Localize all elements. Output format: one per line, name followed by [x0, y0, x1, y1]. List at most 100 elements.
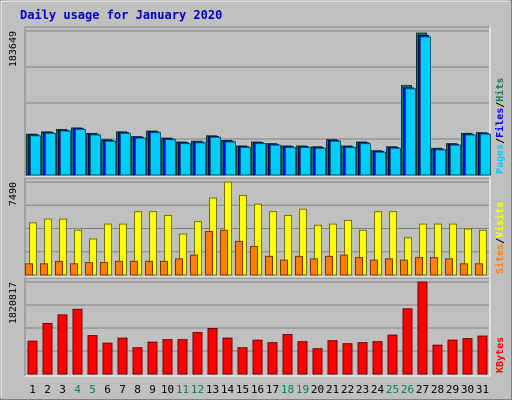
bar-sites-day-16 [250, 245, 258, 276]
legend-separator: / [495, 138, 506, 144]
bar-kbytes-day-26 [402, 308, 413, 375]
bar-sites-day-19 [295, 255, 303, 276]
bar-pages-day-27 [420, 36, 431, 176]
bar-sites-day-23 [355, 257, 363, 276]
bar-sites-day-21 [325, 255, 333, 276]
bar-pages-day-14 [225, 141, 236, 176]
bar-kbytes-day-9 [147, 341, 158, 375]
bar-pages-day-5 [90, 134, 101, 176]
day-label-20: 20 [311, 383, 324, 396]
bar-pages-day-24 [375, 151, 386, 176]
day-label-9: 9 [149, 383, 156, 396]
bar-pages-day-15 [240, 147, 251, 176]
day-label-30: 30 [461, 383, 474, 396]
bar-kbytes-day-5 [87, 335, 98, 375]
bar-pages-day-17 [270, 144, 281, 176]
day-label-27: 27 [416, 383, 429, 396]
bar-sites-day-5 [85, 262, 93, 276]
bar-pages-day-9 [150, 132, 161, 176]
y-max-label: 1820817 [8, 282, 19, 324]
legend-hits: Hits [494, 78, 506, 102]
bar-sites-day-3 [55, 260, 63, 276]
bar-kbytes-day-30 [462, 338, 473, 375]
bar-pages-day-25 [390, 147, 401, 176]
bar-kbytes-day-2 [42, 322, 53, 375]
day-label-6: 6 [104, 383, 111, 396]
series-legend: Sites/Visits [494, 202, 506, 274]
bar-kbytes-day-28 [432, 344, 443, 375]
bar-sites-day-6 [100, 262, 108, 276]
day-label-24: 24 [371, 383, 385, 396]
legend-visits: Visits [494, 202, 506, 238]
day-label-23: 23 [356, 383, 369, 396]
day-label-29: 29 [446, 383, 459, 396]
bar-kbytes-day-11 [177, 339, 188, 375]
bar-pages-day-13 [210, 136, 221, 176]
day-label-17: 17 [266, 383, 279, 396]
bar-sites-day-1 [25, 263, 33, 276]
bar-kbytes-day-14 [222, 337, 233, 375]
bar-sites-day-14 [220, 229, 228, 276]
day-label-25: 25 [386, 383, 399, 396]
legend-pages: Pages [495, 144, 506, 174]
bar-kbytes-day-27 [417, 281, 428, 375]
bar-sites-day-13 [205, 231, 213, 276]
bar-kbytes-day-17 [267, 342, 278, 375]
day-label-7: 7 [119, 383, 126, 396]
bar-pages-day-19 [300, 147, 311, 176]
bar-sites-day-10 [160, 260, 168, 276]
bar-pages-day-2 [45, 132, 56, 176]
bar-sites-day-11 [175, 258, 183, 276]
bar-sites-day-27 [415, 257, 423, 276]
bar-pages-day-18 [285, 147, 296, 176]
day-label-15: 15 [236, 383, 249, 396]
legend-kbytes: KBytes [495, 337, 506, 373]
bar-kbytes-day-25 [387, 334, 398, 375]
bar-pages-day-6 [105, 140, 116, 176]
bar-pages-day-23 [360, 143, 371, 176]
bar-sites-day-20 [310, 258, 318, 276]
bar-kbytes-day-29 [447, 339, 458, 375]
bar-sites-day-7 [115, 260, 123, 276]
bar-pages-day-7 [120, 132, 131, 176]
day-label-26: 26 [401, 383, 414, 396]
day-label-18: 18 [281, 383, 294, 396]
bar-pages-day-3 [60, 130, 71, 176]
bar-sites-day-28 [430, 257, 438, 276]
bar-sites-day-31 [475, 263, 483, 276]
bar-kbytes-day-3 [57, 314, 68, 375]
series-legend: KBytes [495, 337, 506, 373]
day-label-21: 21 [326, 383, 339, 396]
legend-files: Files [494, 108, 506, 138]
legend-sites: Sites [494, 244, 506, 274]
bar-kbytes-day-23 [357, 342, 368, 375]
bar-pages-day-12 [195, 142, 206, 176]
bar-kbytes-day-12 [192, 332, 203, 375]
day-label-3: 3 [59, 383, 66, 396]
bar-sites-day-9 [145, 260, 153, 276]
bar-sites-day-12 [190, 254, 198, 276]
bar-kbytes-day-21 [327, 340, 338, 375]
bar-sites-day-4 [70, 263, 78, 276]
bar-kbytes-day-19 [297, 341, 308, 375]
day-label-14: 14 [221, 383, 235, 396]
y-max-label: 7490 [8, 182, 19, 206]
bar-sites-day-29 [445, 258, 453, 276]
bar-kbytes-day-8 [132, 347, 143, 375]
day-label-12: 12 [191, 383, 204, 396]
day-label-5: 5 [89, 383, 96, 396]
bar-pages-day-26 [405, 88, 416, 176]
y-max-label: 183649 [8, 31, 19, 67]
bar-sites-day-8 [130, 260, 138, 276]
day-label-28: 28 [431, 383, 444, 396]
bar-sites-day-22 [340, 254, 348, 276]
day-label-10: 10 [161, 383, 174, 396]
legend-separator: / [495, 102, 506, 108]
bar-kbytes-day-18 [282, 334, 293, 375]
bar-kbytes-day-31 [477, 335, 488, 375]
bar-kbytes-day-1 [27, 340, 38, 375]
bar-kbytes-day-6 [102, 342, 113, 375]
bar-pages-day-20 [315, 147, 326, 176]
panel-kbytes: 1820817 KBytes [8, 277, 506, 377]
